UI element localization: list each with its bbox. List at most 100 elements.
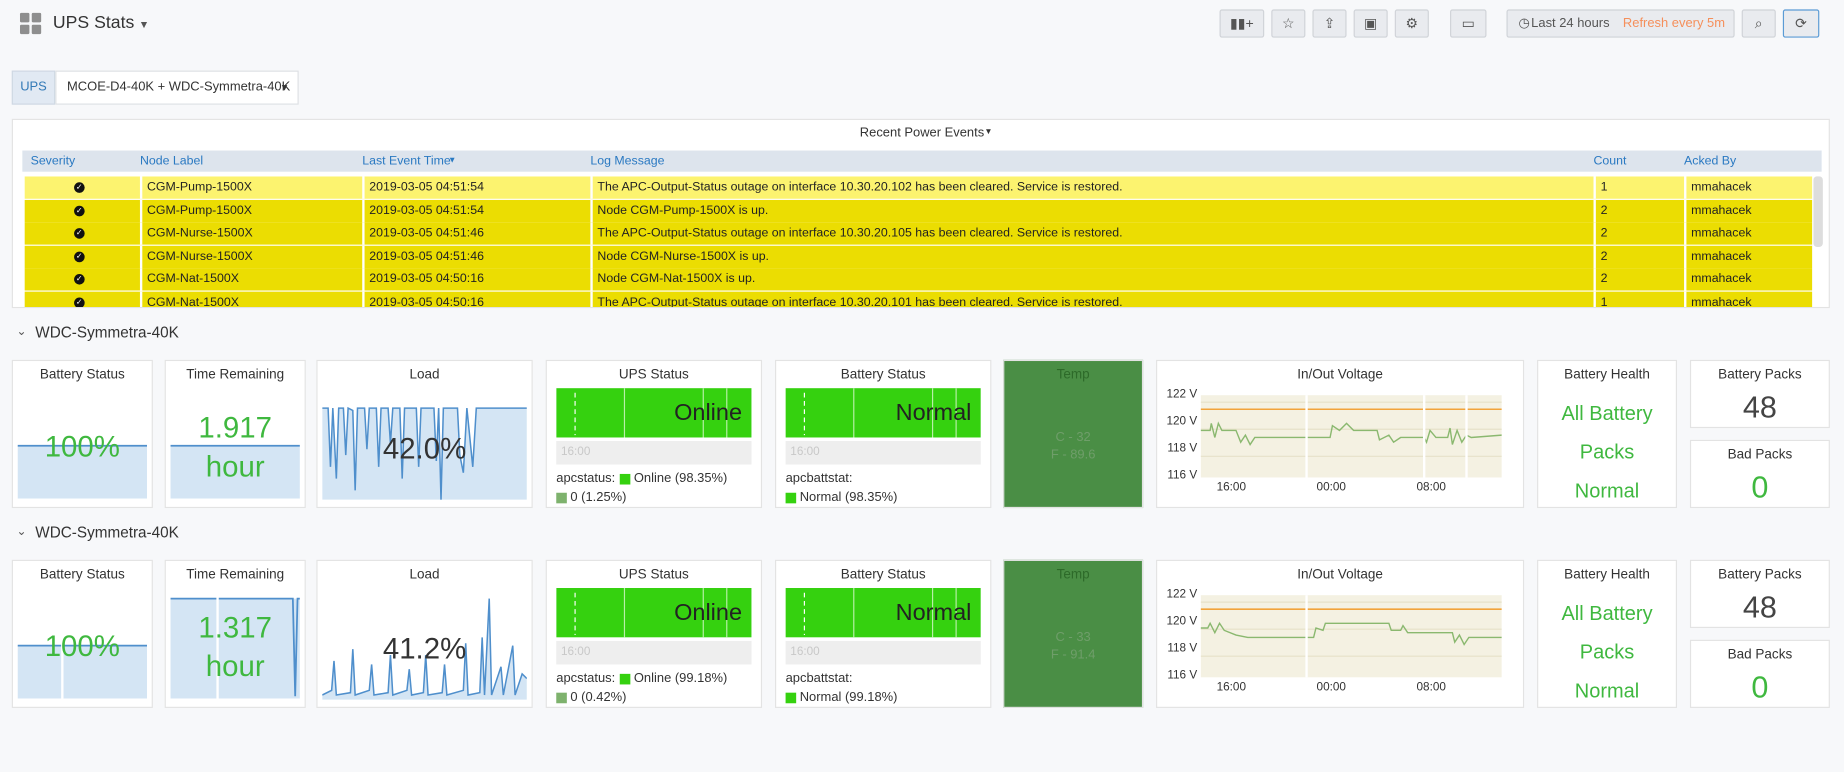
row-chevron[interactable]: ⌄ (16, 325, 27, 339)
share-button[interactable]: ⇪ (1312, 9, 1347, 38)
legend-swatch (785, 492, 797, 504)
legend-title: apcbattstat: (785, 471, 853, 486)
row-title[interactable]: WDC-Symmetra-40K (35, 323, 179, 342)
table-row[interactable]: ✓ CGM-Nurse-1500X 2019-03-05 04:51:46 The A… (24, 222, 1813, 245)
legend-item: 0 (0.42%) (570, 690, 627, 705)
fill (170, 445, 300, 499)
panel-title: Bad Packs (1727, 448, 1793, 463)
load-sparkline (322, 598, 527, 700)
panel-title: Battery Health (1564, 568, 1650, 583)
app-icon[interactable] (19, 12, 42, 35)
column-header[interactable]: Log Message (590, 154, 665, 169)
panel-title: Battery Status (840, 568, 926, 583)
refresh-button[interactable]: ⟳ (1782, 9, 1820, 38)
temp-line: C - 33 (1055, 630, 1091, 645)
variable-select[interactable]: MCOE-D4-40K + WDC-Symmetra-40K ▼ (55, 70, 299, 105)
stat-value: 48 (1742, 589, 1777, 625)
row-chevron[interactable]: ⌄ (16, 525, 27, 539)
table-row[interactable]: ✓ CGM-Pump-1500X 2019-03-05 04:51:54 The AP… (24, 176, 1813, 199)
table-cell: 2019-03-05 04:51:46 (362, 222, 588, 245)
status-state: Normal (895, 599, 972, 626)
tv-button[interactable]: ▭ (1450, 9, 1487, 38)
panel-title: Battery Status (840, 368, 926, 383)
legend-title: apcstatus: (556, 471, 616, 486)
y-tick-label: 118 V (1167, 642, 1198, 656)
panel: In/Out Voltage 122 V 120 V 118 V 116 V 16:00 0… (1156, 359, 1525, 509)
table-body: ✓ CGM-Pump-1500X 2019-03-05 04:51:54 The AP… (22, 176, 1813, 307)
panel-title: Battery Packs (1718, 368, 1802, 383)
panel: Time Remaining 1.917 hour (164, 359, 306, 509)
icon-square (19, 12, 30, 23)
panel-title: Battery Health (1564, 368, 1650, 383)
save-button[interactable]: ▣ (1353, 9, 1388, 38)
panel-title: UPS Status (618, 368, 689, 383)
legend-item: 0 (1.25%) (570, 490, 627, 505)
zoom-button[interactable]: ⌕ (1741, 9, 1776, 38)
table-cell: CGM-Pump-1500X (139, 176, 359, 199)
table-cell: Node CGM-Nurse-1500X is up. (590, 245, 1590, 268)
sort-caret: ▼ (448, 156, 457, 165)
panel: Battery Packs 48 (1689, 359, 1830, 429)
status-axis: 16:00 (785, 441, 981, 465)
panel-title: Battery Status (39, 368, 125, 383)
table-cell: 2 (1593, 245, 1679, 268)
column-header[interactable]: Count (1593, 154, 1627, 169)
column-header[interactable]: Acked By (1684, 154, 1737, 169)
table-cell: mmahacek (1684, 222, 1811, 245)
row-title[interactable]: WDC-Symmetra-40K (35, 523, 179, 541)
table-row[interactable]: ✓ CGM-Nurse-1500X 2019-03-05 04:51:46 Node … (24, 245, 1813, 268)
legend-title: apcstatus: (556, 671, 616, 686)
settings-button[interactable]: ⚙ (1394, 9, 1429, 38)
column-header[interactable]: Node Label (139, 154, 204, 169)
star-button[interactable]: ☆ (1271, 9, 1306, 38)
panel-title: Recent Power Events (859, 125, 985, 140)
table-row[interactable]: ✓ CGM-Nat-1500X 2019-03-05 04:50:16 Node CG… (24, 268, 1813, 291)
panel-title: Bad Packs (1727, 647, 1793, 663)
y-tick-label: 122 V (1166, 588, 1198, 601)
table-cell: The APC-Output-Status outage on interfac… (590, 176, 1590, 199)
temp-line: F - 91.4 (1050, 647, 1096, 663)
table-cell: 2019-03-05 04:50:16 (362, 291, 588, 307)
events-panel: Recent Power Events ▼ Severity Node Label La… (11, 118, 1830, 309)
y-tick-label: 122 V (1166, 388, 1198, 402)
status-axis: 16:00 (556, 640, 752, 665)
health-line: All Battery (1561, 602, 1653, 625)
refresh-interval: Refresh every 5m (1622, 16, 1726, 31)
table-row[interactable]: ✓ CGM-Nat-1500X 2019-03-05 04:50:16 The APC… (24, 291, 1813, 307)
table-cell: 2 (1593, 222, 1679, 245)
panel: Temp C - 33 F - 91.4 (1003, 559, 1144, 708)
area (322, 408, 527, 500)
health-line: Packs (1579, 441, 1635, 464)
column-header[interactable]: Last Event Time (362, 154, 451, 169)
legend-item: Online (98.35%) (633, 471, 728, 486)
x-tick-label: 00:00 (1316, 680, 1346, 694)
column-header[interactable]: Severity (30, 154, 76, 169)
panel: Battery Health All Battery Packs Normal (1537, 359, 1678, 509)
icon-square (31, 12, 42, 23)
status-state: Online (674, 399, 743, 426)
legend-swatch (556, 692, 567, 704)
panel: Battery Status 100% (11, 559, 153, 708)
panel-title: Time Remaining (186, 568, 285, 583)
time-picker[interactable]: ◷ Last 24 hours Refresh every 5m (1506, 9, 1735, 38)
panel: Battery Status Normal 16:00 apcbattstat: Nor… (774, 559, 992, 708)
add-panel-button[interactable]: ▮▮+ (1219, 9, 1265, 38)
load-sparkline (322, 406, 527, 500)
panel: Battery Status Normal 16:00 apcbattstat: Nor… (774, 359, 992, 509)
legend-swatch (619, 673, 631, 685)
dashboard-title[interactable]: UPS Stats (52, 12, 135, 33)
panel-title: In/Out Voltage (1297, 368, 1383, 383)
x-tick-label: 00:00 (1316, 480, 1346, 494)
table-cell: The APC-Output-Status outage on interfac… (590, 291, 1590, 307)
severity-icon: ✓ (74, 228, 85, 239)
table-row[interactable]: ✓ CGM-Pump-1500X 2019-03-05 04:51:54 Node C… (24, 199, 1813, 222)
panel: Battery Packs 48 (1689, 559, 1830, 628)
table-cell: CGM-Nurse-1500X (139, 222, 359, 245)
gauge-fill (17, 444, 148, 499)
gauge-fill (17, 643, 148, 699)
x-tick-label: 08:00 (1416, 480, 1446, 494)
stat-value: 0 (1751, 469, 1769, 505)
voltage-chart (1200, 595, 1502, 678)
status-state: Normal (895, 399, 972, 426)
